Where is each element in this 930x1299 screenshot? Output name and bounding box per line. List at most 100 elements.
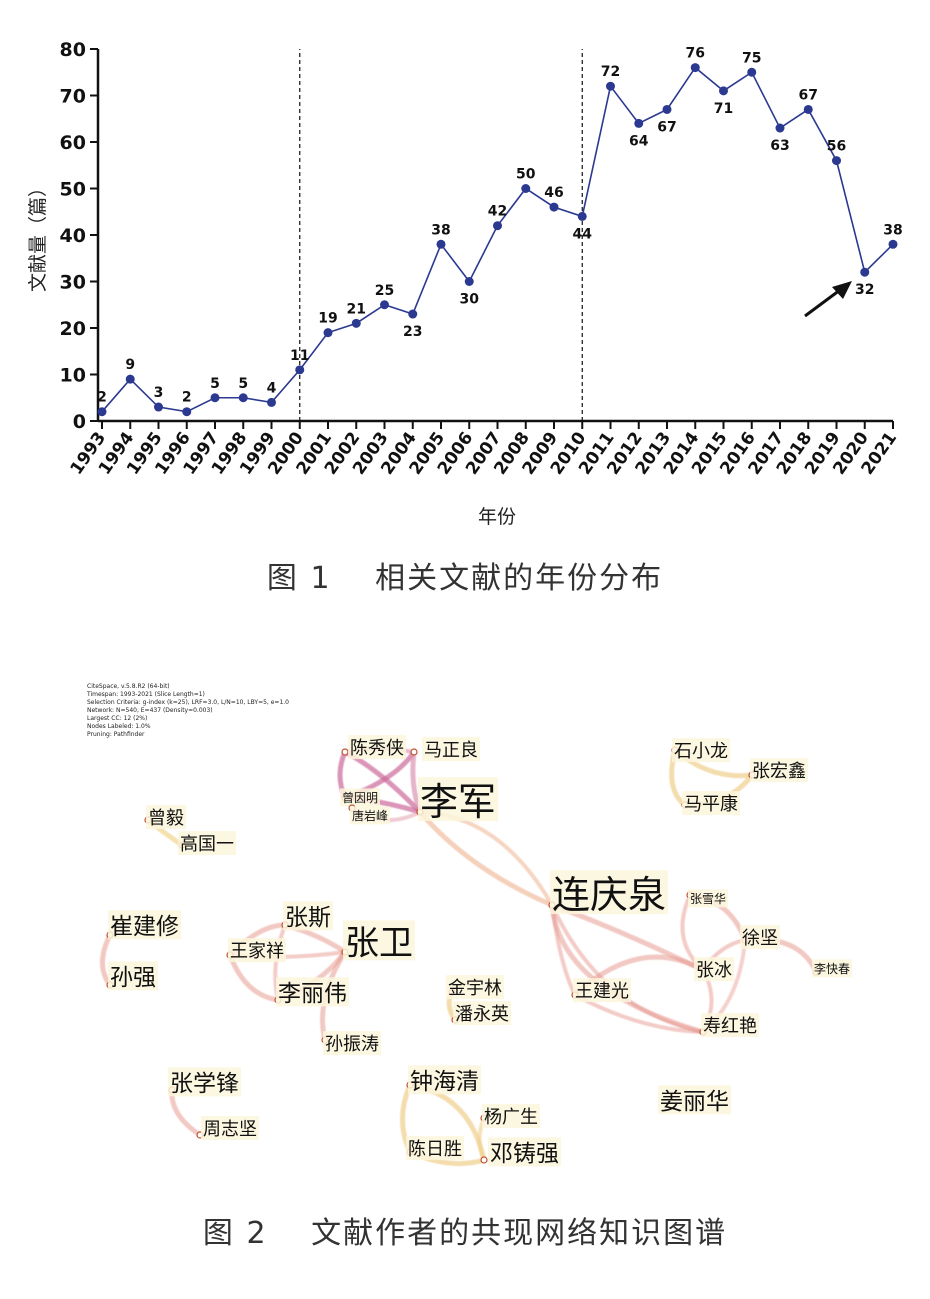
author-node-yangguangsheng: 杨广生 [480, 1104, 540, 1128]
author-label: 马平康 [684, 794, 738, 815]
author-node-xujian: 徐坚 [740, 925, 780, 949]
label-background [408, 1065, 481, 1095]
data-label-1994: 9 [125, 357, 135, 373]
author-node-sunzhentao: 孙振涛 [321, 1031, 381, 1056]
label-background [672, 738, 730, 763]
author-label: 陈日胜 [408, 1139, 462, 1160]
info-line: Network: N=540, E=437 (Density=0.003) [87, 707, 213, 714]
author-node-panyongying: 潘永英 [451, 1001, 511, 1026]
data-label-1998: 5 [238, 376, 248, 392]
data-label-2001: 19 [318, 311, 337, 327]
author-node-jianglihua: 姜丽华 [658, 1085, 731, 1115]
label-background [348, 735, 406, 760]
info-line: Nodes Labeled: 1.0% [87, 723, 151, 730]
node-dot [341, 748, 349, 756]
data-point-2004 [408, 309, 418, 319]
data-label-2016: 75 [742, 50, 761, 66]
data-point-2013 [662, 104, 672, 114]
author-node-dengzhuqiang: 邓铸强 [480, 1137, 561, 1167]
label-background [658, 1085, 731, 1115]
author-label: 孙强 [110, 965, 156, 991]
info-line: Timespan: 1993-2021 (Slice Length=1) [87, 691, 205, 698]
y-tick-label: 70 [60, 86, 86, 108]
author-label: 钟海清 [410, 1069, 479, 1095]
figure-1-caption: 图 1 相关文献的年份分布 [266, 561, 664, 596]
author-node-likuaichun: 李快春 [812, 959, 852, 978]
label-background [453, 1001, 511, 1026]
author-label: 张宏鑫 [752, 761, 806, 782]
label-background [146, 805, 186, 830]
author-label: 曾因明 [342, 791, 378, 805]
info-line: Pruning: Pathfinder [87, 731, 145, 738]
x-axis: 1993199419951996199719981999200020012002… [67, 419, 901, 479]
data-point-1998 [238, 393, 248, 403]
label-background [701, 1013, 759, 1038]
data-label-1999: 4 [267, 380, 277, 396]
author-label: 高国一 [180, 834, 234, 855]
author-node-zhangbing: 张冰 [694, 957, 734, 981]
author-node-zhangxuehua: 张雪华 [686, 889, 728, 908]
y-tick-label: 20 [60, 318, 86, 340]
data-label-2003: 25 [375, 283, 394, 299]
label-background [740, 925, 780, 950]
author-label: 潘永英 [455, 1004, 509, 1025]
y-tick-label: 10 [60, 365, 86, 387]
label-background [343, 920, 415, 961]
label-background [694, 957, 734, 982]
author-node-zhangwei: 张卫 [341, 920, 415, 964]
author-label: 崔建修 [110, 914, 179, 940]
data-point-2007 [493, 221, 502, 231]
y-tick-label: 40 [60, 225, 86, 247]
author-node-shixiaolong: 石小龙 [671, 738, 730, 763]
author-node-zhonghaiqing: 钟海清 [406, 1065, 481, 1095]
data-label-2002: 21 [347, 301, 366, 317]
data-point-1996 [182, 407, 192, 417]
label-background [488, 1137, 561, 1167]
data-point-2003 [380, 300, 389, 310]
author-node-zengguoming: 曾因明 [340, 788, 380, 807]
y-tick-label: 50 [60, 179, 86, 201]
label-background [573, 978, 631, 1003]
data-points [97, 63, 898, 417]
data-label-2014: 76 [686, 46, 705, 62]
label-background [168, 1067, 241, 1097]
author-label: 杨广生 [484, 1107, 538, 1128]
label-background [323, 1031, 381, 1056]
author-node-wangjiaxiang: 王家祥 [226, 938, 286, 962]
data-point-2001 [323, 328, 333, 338]
data-label-2004: 23 [403, 324, 422, 340]
data-label-2021: 38 [883, 222, 902, 238]
data-point-2005 [436, 239, 446, 249]
data-label-1997: 5 [210, 376, 220, 392]
data-labels: 293 25 5 4111921252338304250464472646776717… [97, 46, 903, 406]
author-node-wangjianguang: 王建光 [571, 978, 631, 1003]
author-node-zengyi: 曾毅 [144, 805, 186, 830]
data-point-2016 [747, 67, 757, 77]
data-label-2020: 32 [855, 282, 874, 298]
node-dot [410, 748, 418, 756]
author-node-sunqiang: 孙强 [106, 961, 158, 991]
label-background [108, 961, 158, 991]
data-label-1993: 2 [97, 390, 107, 406]
label-background [406, 1136, 464, 1161]
label-background [178, 831, 236, 856]
citespace-info: CiteSpace, v.5.8.R2 (64-bit) Timespan: 1… [87, 683, 289, 739]
data-point-2009 [549, 202, 559, 212]
author-label: 徐坚 [742, 928, 778, 949]
data-point-2010 [577, 211, 587, 221]
node-dot [480, 1156, 488, 1164]
data-label-2006: 30 [460, 292, 480, 308]
data-label-2000: 11 [290, 348, 309, 364]
author-label: 张学锋 [170, 1071, 239, 1097]
data-label-1996: 2 [182, 390, 192, 406]
author-label: 张冰 [696, 960, 732, 981]
year-distribution-chart: 0 10 20 30 40 50 60 70 80 1993199419951996199719… [27, 39, 903, 528]
data-point-1997 [210, 393, 220, 403]
author-label: 马正良 [424, 740, 478, 761]
label-background [812, 959, 852, 978]
data-point-2012 [634, 118, 644, 128]
label-background [340, 788, 380, 807]
author-label: 张雪华 [690, 892, 726, 906]
